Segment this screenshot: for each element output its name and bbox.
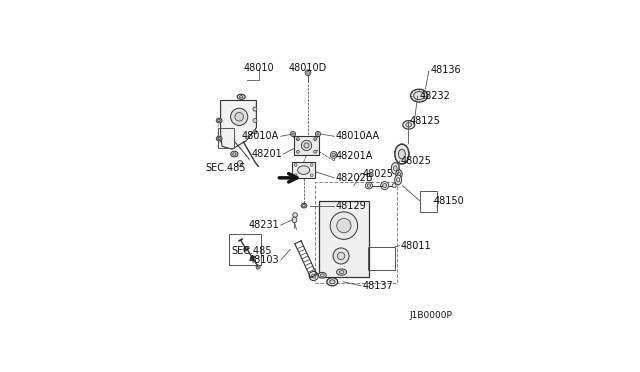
Ellipse shape [397, 172, 401, 176]
Bar [319, 201, 369, 277]
Text: 48010A: 48010A [242, 131, 279, 141]
Circle shape [383, 183, 387, 187]
Ellipse shape [303, 205, 305, 207]
Polygon shape [221, 100, 257, 149]
Circle shape [256, 265, 260, 269]
Text: 48010D: 48010D [289, 63, 327, 73]
Ellipse shape [298, 166, 310, 174]
Text: 48201A: 48201A [336, 151, 373, 161]
Ellipse shape [337, 269, 347, 275]
Circle shape [314, 150, 317, 153]
Circle shape [337, 252, 345, 260]
Bar [218, 128, 234, 148]
Circle shape [237, 161, 243, 166]
Circle shape [317, 133, 319, 135]
Text: 48232: 48232 [419, 91, 450, 101]
Circle shape [307, 71, 309, 74]
Circle shape [305, 70, 311, 76]
Ellipse shape [413, 92, 424, 100]
Circle shape [367, 184, 371, 187]
Ellipse shape [396, 170, 402, 179]
Circle shape [330, 212, 358, 239]
Circle shape [253, 119, 257, 122]
Ellipse shape [216, 136, 222, 141]
Bar [420, 191, 437, 212]
Circle shape [392, 183, 396, 187]
Circle shape [301, 140, 312, 151]
Circle shape [337, 218, 351, 233]
Text: 48202B: 48202B [336, 173, 374, 183]
Ellipse shape [218, 137, 221, 140]
Text: SEC.485: SEC.485 [231, 246, 272, 256]
Ellipse shape [403, 121, 415, 129]
Bar [368, 247, 396, 270]
Text: 48010AA: 48010AA [336, 131, 380, 141]
Ellipse shape [391, 163, 399, 174]
Ellipse shape [327, 278, 338, 286]
Text: 48125: 48125 [410, 116, 440, 125]
Ellipse shape [292, 217, 297, 223]
Circle shape [235, 112, 243, 121]
Text: J1B0000P: J1B0000P [410, 311, 452, 320]
Circle shape [333, 248, 349, 264]
Ellipse shape [410, 89, 428, 102]
Ellipse shape [237, 94, 245, 99]
Bar [294, 136, 319, 155]
Circle shape [291, 131, 296, 137]
Ellipse shape [320, 274, 324, 277]
Text: 48011: 48011 [401, 241, 431, 251]
Ellipse shape [318, 272, 326, 278]
Ellipse shape [231, 151, 238, 157]
Text: 48136: 48136 [431, 65, 461, 76]
Text: 48129: 48129 [336, 201, 367, 211]
Text: 48150: 48150 [434, 196, 465, 206]
Circle shape [381, 182, 388, 190]
Circle shape [310, 164, 313, 166]
Circle shape [304, 143, 309, 148]
Ellipse shape [330, 280, 335, 284]
Text: 48103: 48103 [249, 255, 279, 265]
Circle shape [310, 174, 313, 177]
Circle shape [253, 130, 257, 134]
Circle shape [309, 272, 318, 280]
Text: 48201: 48201 [252, 149, 282, 159]
Circle shape [294, 164, 297, 166]
Circle shape [292, 133, 294, 135]
Circle shape [365, 182, 372, 189]
Ellipse shape [216, 118, 222, 123]
Bar [292, 162, 316, 179]
Ellipse shape [406, 123, 412, 127]
Bar [315, 182, 397, 283]
Text: 48231: 48231 [248, 220, 279, 230]
Ellipse shape [232, 153, 236, 155]
Text: 48010: 48010 [244, 62, 275, 73]
Ellipse shape [394, 166, 397, 171]
Circle shape [316, 131, 321, 137]
Text: 48025: 48025 [401, 155, 432, 166]
Circle shape [244, 247, 248, 251]
Circle shape [230, 108, 248, 125]
Circle shape [250, 256, 254, 260]
Circle shape [292, 213, 298, 217]
Ellipse shape [397, 178, 400, 182]
Circle shape [253, 107, 257, 111]
Circle shape [330, 151, 337, 158]
Bar [229, 234, 260, 265]
Ellipse shape [301, 203, 307, 208]
Text: 48137: 48137 [362, 281, 393, 291]
Ellipse shape [399, 149, 405, 159]
Ellipse shape [218, 119, 221, 122]
Ellipse shape [395, 175, 402, 185]
Circle shape [296, 150, 300, 153]
Circle shape [294, 174, 297, 177]
Circle shape [296, 138, 300, 141]
Ellipse shape [395, 144, 409, 164]
Text: 48025: 48025 [362, 169, 393, 179]
Circle shape [332, 153, 335, 157]
Ellipse shape [339, 271, 344, 273]
Circle shape [314, 138, 317, 141]
Ellipse shape [239, 96, 243, 98]
Text: SEC.485: SEC.485 [205, 163, 246, 173]
Circle shape [312, 274, 316, 278]
